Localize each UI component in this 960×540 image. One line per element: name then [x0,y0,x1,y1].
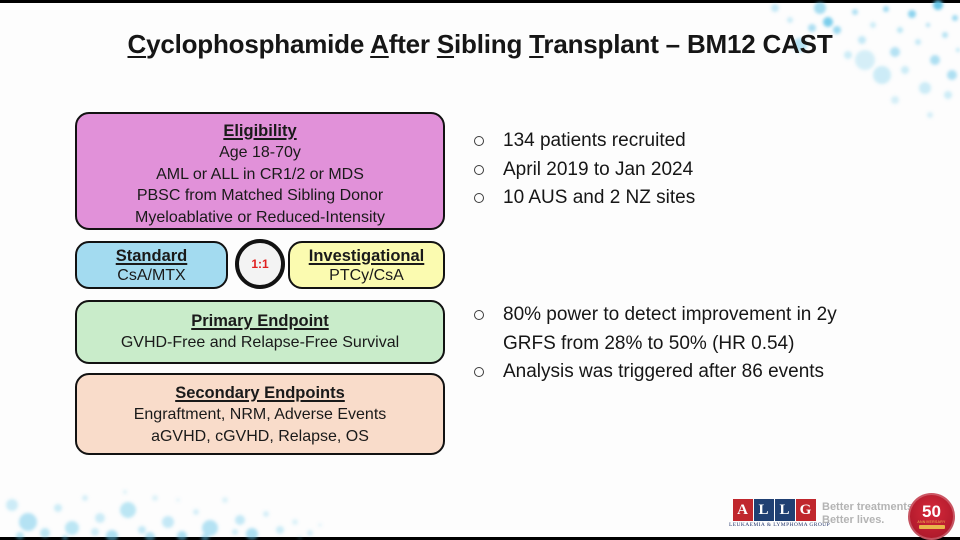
box-line: PTCy/CsA [329,267,404,284]
footer-tagline: Better treatments... Better lives. [822,501,922,527]
circle-bullet-icon [474,310,484,320]
bullet-item: 80% power to detect improvement in 2y GR… [474,301,870,358]
bullet-item: 134 patients recruited [474,127,894,156]
bottom-black-bar [0,537,960,540]
eligibility-heading: Eligibility [223,122,297,140]
investigational-arm-heading: Investigational [308,247,425,265]
box-line: Age 18-70y [219,144,301,161]
standard-arm-lines: CsA/MTX [77,266,226,286]
circle-bullet-icon [474,136,484,146]
bullet-text: 10 AUS and 2 NZ sites [503,187,696,209]
tagline-line1: Better treatments... [822,501,923,513]
slide-title: Cyclophosphamide After Sibling Transplan… [127,29,833,59]
secondary-endpoints-lines: Engraftment, NRM, Adverse Events aGVHD, c… [77,404,443,447]
allg-subtext: Leukaemia & Lymphoma Group [729,522,831,528]
standard-arm-heading: Standard [115,247,188,265]
statistics-bullet-list: 80% power to detect improvement in 2y GR… [474,301,870,387]
box-line: Myeloablative or Reduced-Intensity [135,208,385,226]
bullet-text: April 2019 to Jan 2024 [503,158,694,180]
eligibility-lines: Age 18-70y AML or ALL in CR1/2 or MDS PBSC… [77,142,443,228]
secondary-endpoints-box: Secondary Endpoints Engraftment, NRM, Ad… [75,373,445,455]
box-line: AML or ALL in CR1/2 or MDS [156,165,364,183]
secondary-endpoints-heading: Secondary Endpoints [175,384,345,402]
eligibility-box: Eligibility Age 18-70y AML or ALL in CR1/… [75,112,445,230]
standard-arm-box: Standard CsA/MTX [75,241,228,289]
investigational-arm-lines: PTCy/CsA [290,266,443,286]
allg-letter-tile: L [753,499,774,521]
circle-bullet-icon [474,164,484,175]
allg-letter-tile: L [774,499,795,521]
tagline-line2: Better lives. [822,514,885,526]
allg-letter-tile: G [795,499,816,521]
randomization-ratio-label: 1:1 [251,257,269,271]
bullet-text: 80% power to detect improvement in 2y GR… [503,304,837,354]
box-line: aGVHD, cGVHD, Relapse, OS [151,427,369,445]
primary-endpoint-heading: Primary Endpoint [191,312,329,330]
bullet-item: 10 AUS and 2 NZ sites [474,184,894,213]
box-line: Engraftment, NRM, Adverse Events [133,406,387,423]
anniversary-badge-icon: 50 ANNIVERSARY [908,493,955,540]
allg-letter-tile: A [732,499,753,521]
bullet-item: Analysis was triggered after 86 events [474,358,870,387]
badge-ribbon [918,525,945,530]
recruitment-bullet-list: 134 patients recruited April 2019 to Jan … [474,127,894,213]
bullet-item: April 2019 to Jan 2024 [474,156,894,185]
bullet-text: Analysis was triggered after 86 events [503,361,825,383]
primary-endpoint-box: Primary Endpoint GVHD-Free and Relapse-F… [75,300,445,364]
bullet-text: 134 patients recruited [503,130,686,151]
box-line: GVHD-Free and Relapse-Free Survival [120,334,400,351]
badge-number: 50 [922,501,941,521]
box-line: PBSC from Matched Sibling Donor [136,187,384,204]
circle-bullet-icon [474,367,484,378]
top-black-bar [0,0,960,3]
primary-endpoint-lines: GVHD-Free and Relapse-Free Survival [77,332,443,354]
investigational-arm-box: Investigational PTCy/CsA [288,241,445,289]
badge-label: ANNIVERSARY [917,519,946,524]
circle-bullet-icon [474,193,484,204]
randomization-ratio-circle: 1:1 [235,239,285,289]
box-line: CsA/MTX [117,267,186,284]
